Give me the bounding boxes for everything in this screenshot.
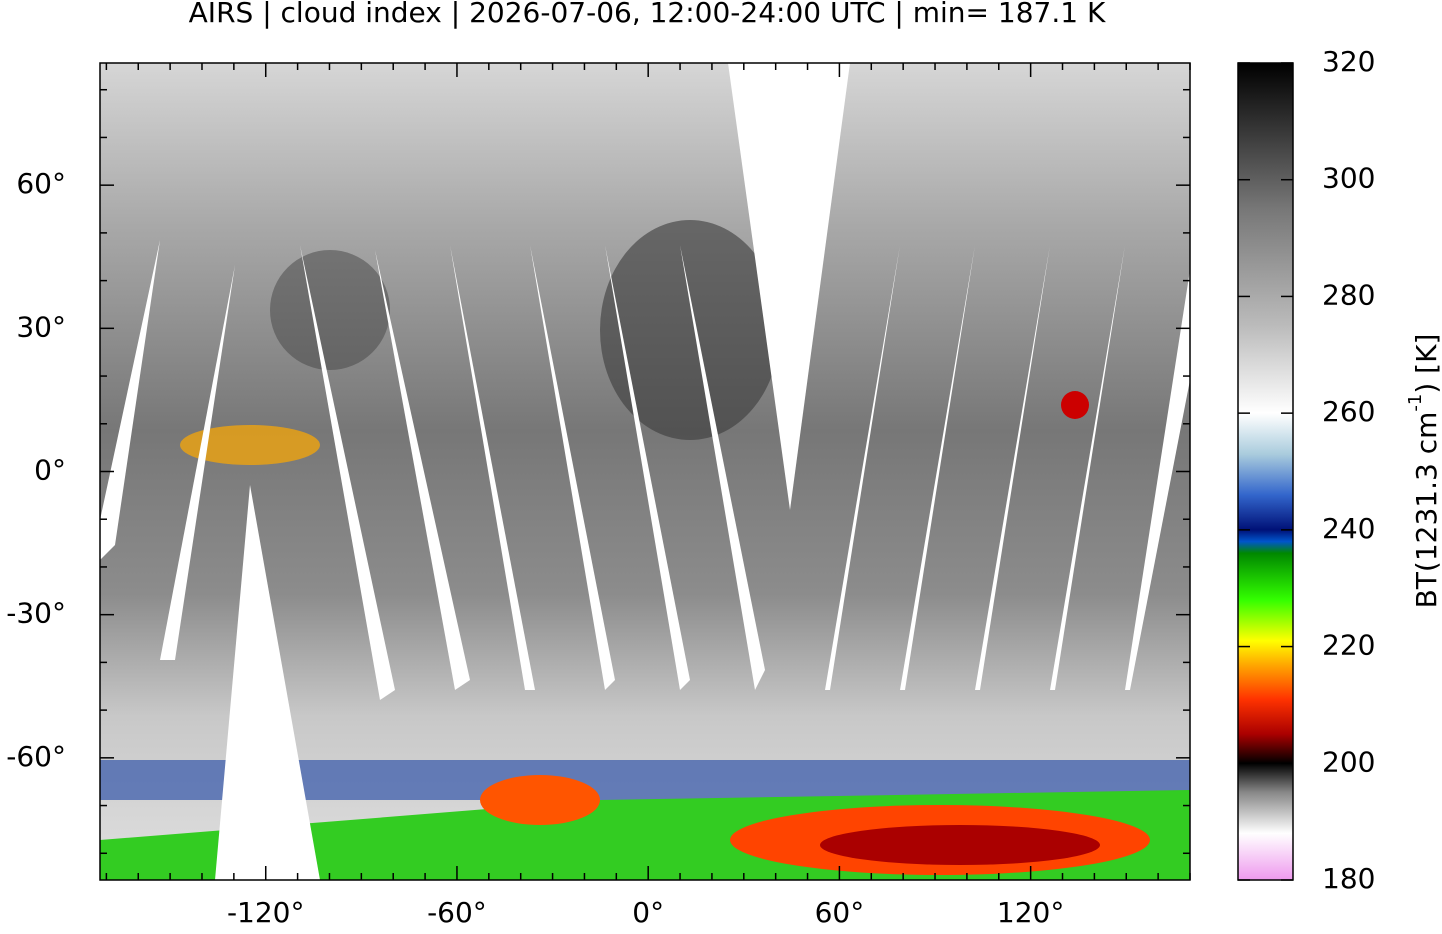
colorbar-tick-label: 220 <box>1322 629 1375 662</box>
colorbar-tick-label: 180 <box>1322 862 1375 895</box>
colorbar-tick-label: 260 <box>1322 395 1375 428</box>
x-tick-label: -120° <box>227 896 305 929</box>
x-tick-label: -60° <box>427 896 487 929</box>
y-tick-label: -30° <box>6 597 66 630</box>
y-tick-label: -60° <box>6 740 66 773</box>
map-image <box>100 63 1190 880</box>
title: AIRS | cloud index | 2026-07-06, 12:00-2… <box>189 0 1106 29</box>
colorbar-tick-label: 200 <box>1322 745 1375 778</box>
y-tick-label: 0° <box>34 454 66 487</box>
colorbar-tick-label: 240 <box>1322 512 1375 545</box>
colorbar-tick-label: 320 <box>1322 45 1375 78</box>
y-tick-label: 60° <box>16 167 66 200</box>
x-tick-label: 0° <box>632 896 664 929</box>
colorbar-tick-label: 280 <box>1322 278 1375 311</box>
colorbar-label: BT(1231.3 cm-1) [K] <box>1405 334 1442 609</box>
x-tick-label: 120° <box>997 896 1064 929</box>
colorbar-tick-label: 300 <box>1322 162 1375 195</box>
colorbar <box>1237 62 1294 881</box>
y-tick-label: 30° <box>16 310 66 343</box>
x-tick-label: 60° <box>815 896 865 929</box>
